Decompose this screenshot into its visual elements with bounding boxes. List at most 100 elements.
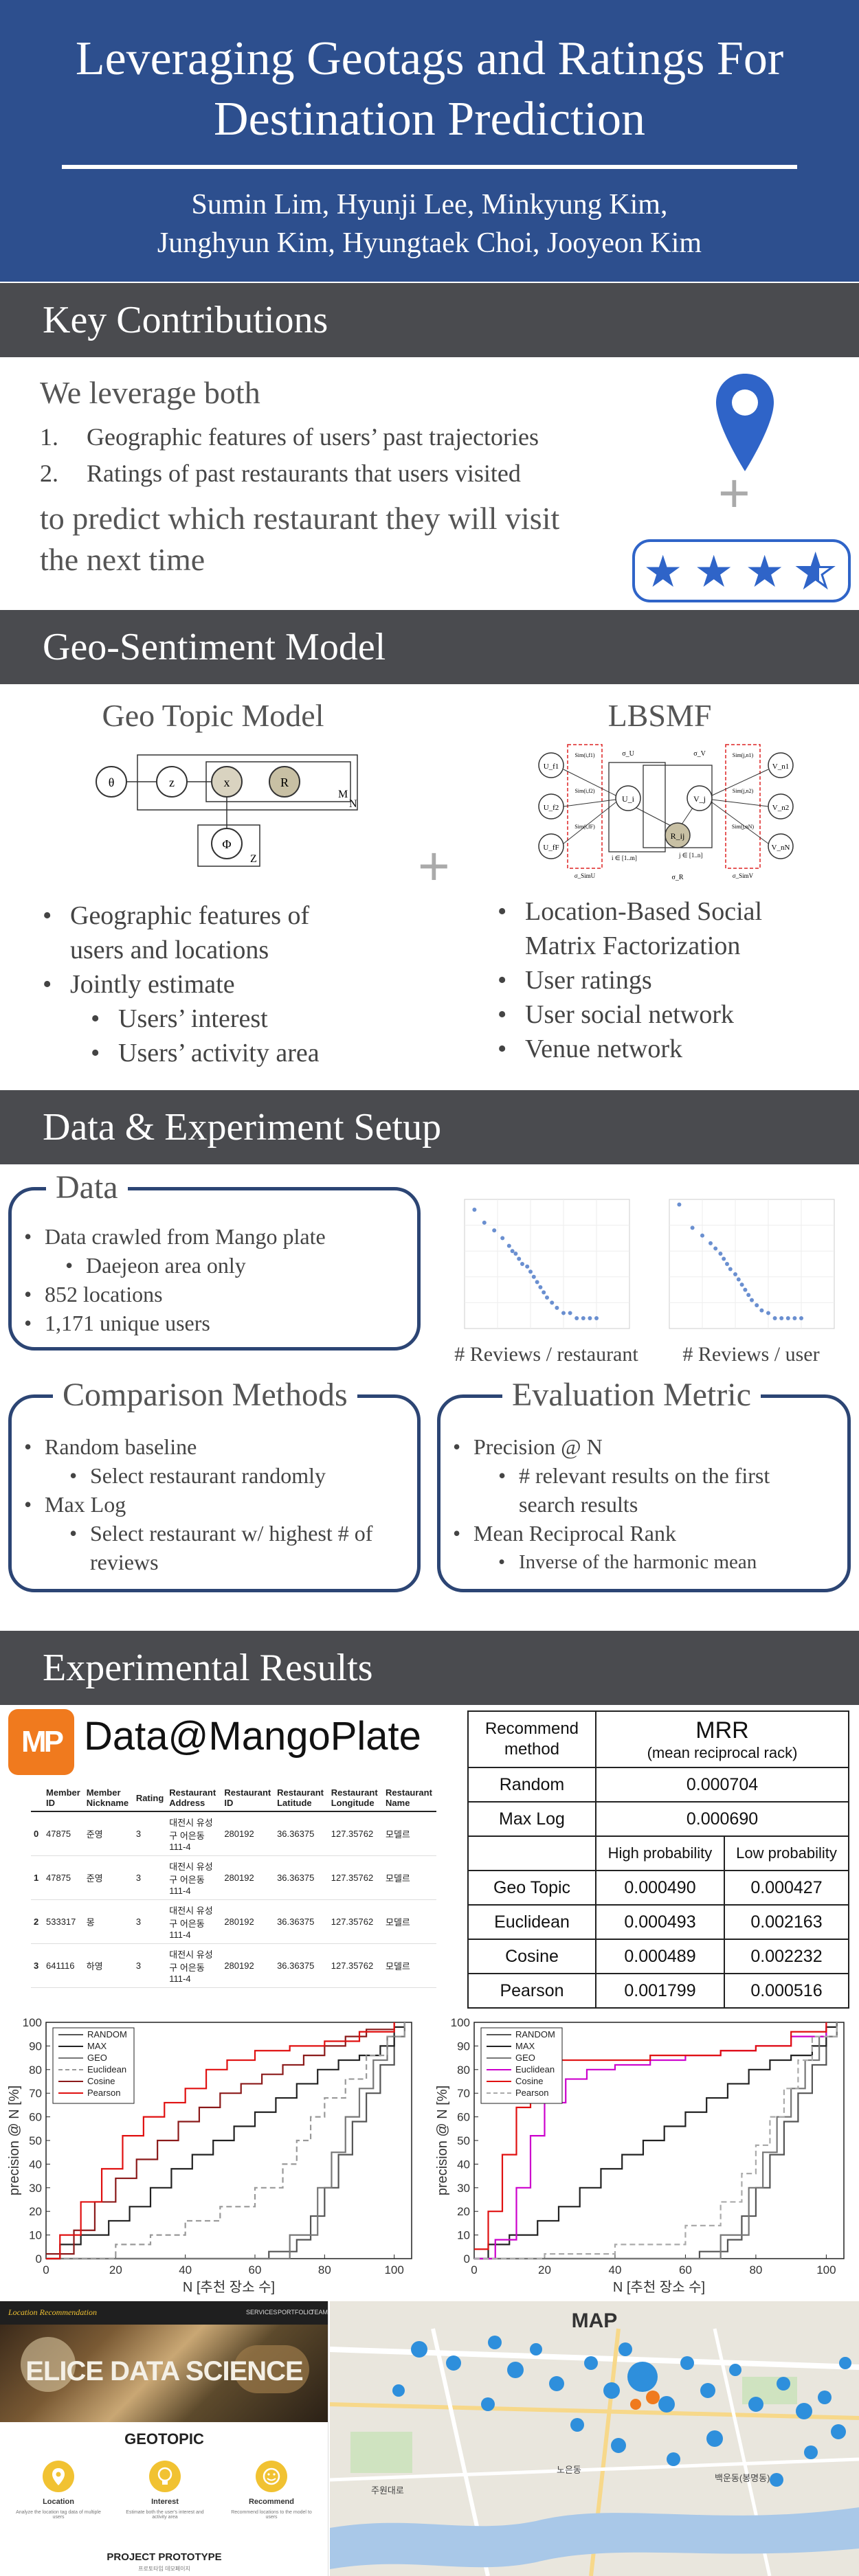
bullet: • Venue network [498,1035,682,1063]
data-box-title: Data [46,1168,128,1207]
map-canvas: MAP 백운동(봉명동) 주원대로 노은동 [330,2301,859,2576]
scatter-point [766,1311,770,1315]
scatter-point [482,1220,487,1225]
x-tick-label: 40 [179,2263,192,2276]
bullet: • Inverse of the harmonic mean [498,1551,757,1573]
scatter-point [561,1311,566,1315]
plus-sign: + [718,462,750,523]
y-tick-label: 20 [29,2205,42,2218]
scatter-point [746,1293,751,1298]
map-label: 백운동(봉명동) [715,2473,770,2483]
table-row: 2 533317 몽 3 대전시 유성구 어은동 111-4 280192 36.36375… [31,1899,436,1944]
bullet: • Mean Reciprocal Rank [453,1521,676,1546]
scatter-point [759,1308,764,1313]
plot-frame [464,1199,630,1329]
map-screenshot: MAP 백운동(봉명동) 주원대로 노은동 [330,2301,859,2576]
node-theta: θ [109,776,115,789]
series-line-cosine [474,2022,827,2250]
data-source-title: Data@MangoPlate [84,1714,421,1759]
star-icon: ★ [643,547,683,596]
map-title: MAP [572,2309,618,2332]
plot-caption: # Reviews / user [682,1343,820,1366]
section-data-setup: Data & Experiment Setup [0,1090,859,1164]
scatter-point [755,1303,759,1308]
y-axis-label: precision @ N [%] [7,2086,22,2195]
legend-entry: RANDOM [87,2029,127,2040]
scatter-point [510,1249,515,1254]
geo-topic-title: Geo Topic Model [102,698,324,733]
scatter-point [545,1295,549,1300]
node-phi: Φ [222,837,231,851]
bullet: • Random baseline [24,1434,197,1459]
node-uff: U_fF [543,844,559,852]
scatter-point [520,1262,524,1266]
scatter-point [555,1305,559,1310]
legend-entry: Cosine [515,2076,543,2086]
x-tick-label: 0 [43,2263,49,2276]
scatter-point [728,1267,733,1272]
scatter-point [542,1290,546,1295]
evaluation-box: Evaluation Metric • Precision @ N • # rele… [437,1376,851,1592]
scatter-point [535,1280,539,1285]
y-axis-label: precision @ N [%] [435,2086,450,2195]
comparison-box: Comparison Methods • Random baseline • Sel… [8,1376,421,1592]
y-tick-label: 30 [457,2182,470,2195]
scatter-point [736,1277,741,1282]
section-geo-sentiment: Geo-Sentiment Model [0,610,859,684]
bullet: search results [519,1492,638,1517]
precision-plot-high: 0 10 20 30 40 50 60 70 80 90 100 0 20 40 60 80 100 N [추천 … [7,2016,412,2295]
node-vn2: V_n2 [772,804,789,812]
label-sim: Sim(j,nN) [732,824,755,830]
table-row: Random 0.000704 [467,1767,849,1803]
y-tick-label: 60 [29,2111,42,2124]
y-tick-label: 100 [23,2016,42,2029]
scatter-point [725,1262,729,1266]
kc-lead: We leverage both [40,375,260,410]
scatter-point [517,1256,522,1261]
reviews-per-restaurant-plot [464,1199,630,1329]
node-vn1: V_n1 [772,762,789,771]
sample-data-table: Member ID Member Nickname Rating Restaur… [31,1785,436,1988]
node-uf2: U_f2 [544,804,559,812]
lbsmf-bullets: • Location-Based Social Matrix Factorizat… [498,894,841,1066]
scatter-point [718,1251,723,1256]
scatter-point [713,1246,718,1251]
bullet: • Precision @ N [453,1434,603,1459]
title-divider [62,165,797,169]
node-r: R [280,776,289,789]
x-tick-label: 80 [749,2263,762,2276]
series-line-geo [474,2022,838,2260]
scatter-point [574,1315,579,1320]
scatter-point [690,1225,695,1230]
scatter-point [709,1241,713,1245]
scatter-point [513,1251,518,1256]
lightbulb-icon [149,2461,181,2492]
legend-entry: GEO [87,2053,107,2063]
table-row: 0 47875 준영 3 대전시 유성구 어은동 111-4 280192 36.36375… [31,1811,436,1856]
x-axis-label: N [추천 장소 수] [613,2279,705,2295]
y-tick-label: 20 [457,2205,470,2218]
legend-entry: Pearson [87,2088,120,2098]
mrr-table: Recommend method MRR (mean reciprocal ra… [467,1710,850,2009]
y-tick-label: 70 [29,2087,42,2100]
y-tick-label: 0 [36,2252,42,2266]
author-list: Sumin Lim, Hyunji Lee, Minkyung Kim, Jun… [157,189,702,259]
scatter-point [550,1300,555,1305]
label-j-range: j ∈ [1..n] [678,852,702,859]
scatter-point [677,1202,682,1207]
series-line-random [474,2022,838,2260]
map-label: 주원대로 [371,2485,404,2496]
x-axis-label: N [추천 장소 수] [183,2279,275,2295]
legend-entry: MAX [515,2041,535,2051]
scatter-point [492,1228,497,1233]
node-z: z [169,776,175,789]
y-tick-label: 100 [451,2016,470,2029]
bullet: • # relevant results on the first [498,1463,770,1488]
precision-plot-low: 0 10 20 30 40 50 60 70 80 90 100 0 20 40 60 80 100 N [추천 … [435,2016,845,2295]
scatter-point [568,1311,572,1315]
label-sigma-v: σ_V [693,750,706,758]
plot-caption: # Reviews / restaurant [454,1343,638,1366]
x-tick-label: 20 [538,2263,551,2276]
bullet: • 852 locations [24,1282,163,1307]
mrr-head: MRR (mean reciprocal rack) [595,1710,849,1768]
